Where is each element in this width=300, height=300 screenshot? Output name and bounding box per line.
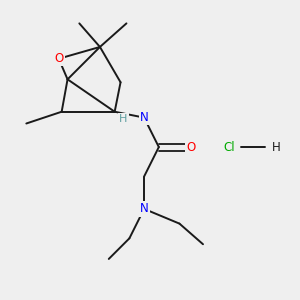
Text: H: H (272, 141, 281, 154)
Text: Cl: Cl (224, 141, 235, 154)
Text: N: N (140, 111, 148, 124)
Text: O: O (187, 141, 196, 154)
Text: O: O (54, 52, 63, 65)
Text: N: N (140, 202, 148, 215)
Text: H: H (119, 114, 128, 124)
